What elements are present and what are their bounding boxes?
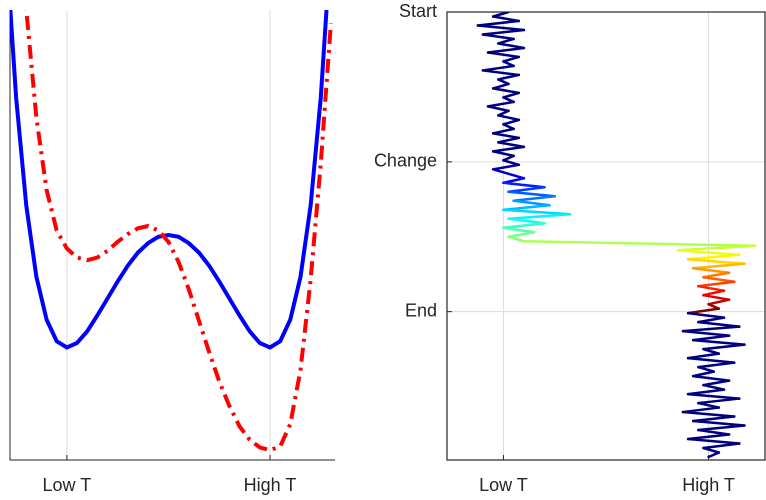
trajectory-segment [681,325,741,333]
trajectory-segment [491,132,521,140]
trajectory-segment [502,181,546,189]
trajectory-segment [502,208,572,216]
trajectory-segment [702,343,746,351]
trajectory-segment [502,204,551,212]
trajectory-segment [486,46,526,54]
trajectory-segment [481,64,515,72]
trajectory-segment [691,374,731,382]
x-tick-label: High T [682,475,735,495]
trajectory-segment [507,172,526,180]
trajectory-segment [491,150,515,158]
trajectory-segment [502,91,521,99]
trajectory-segment [691,338,746,346]
curve [24,10,333,453]
curve [10,10,329,350]
y-tick-label: End [405,300,437,320]
trajectory-segment [686,433,731,441]
trajectory-segment [502,55,521,63]
trajectory-segment [507,186,546,194]
trajectory-segment [702,289,726,297]
trajectory-segment [502,118,521,126]
trajectory-segment [686,356,736,364]
trajectory-segment [512,195,556,203]
trajectory-segment [686,253,741,261]
trajectory-segment [702,442,741,450]
trajectory-segment [512,199,551,207]
trajectory-segment [497,114,521,122]
trajectory-segment [486,100,515,108]
trajectory-segment [702,293,731,301]
x-tick-label: High T [244,475,297,495]
trajectory-segment [497,141,526,149]
axes-box [446,11,766,461]
trajectory-segment [686,307,721,315]
trajectory-segment [686,257,746,265]
trajectory-segment [491,163,521,171]
trajectory-segment [702,446,721,454]
trajectory-segment [702,379,731,387]
y-tick-label: Change [374,151,437,171]
trajectory-segment [481,69,521,77]
trajectory-segment [686,311,726,319]
y-tick-label: Start [399,1,437,21]
trajectory-segment [476,24,526,32]
trajectory-segment [681,410,736,418]
x-tick-label: Low T [43,475,92,495]
trajectory-segment [686,437,741,445]
trajectory-segment [691,419,746,427]
trajectory-segment [691,415,736,423]
plot-area [10,10,333,453]
trajectory-segment [697,428,731,436]
trajectory-segment [481,33,515,41]
trajectory-segment [486,51,521,59]
axis-line [9,10,335,461]
trajectory-segment [697,365,715,373]
trajectory-segment [702,275,736,283]
left-panel: Low T High T [9,10,335,495]
trajectory-segment [486,105,510,113]
trajectory-segment [491,168,510,176]
trajectory-segment [507,190,556,198]
trajectory-segment [497,73,521,81]
trajectory-segment [507,231,536,238]
trajectory-segment [691,262,746,270]
trajectory-segment [476,19,521,27]
trajectory-segment [691,266,731,274]
trajectory-segment [507,235,526,243]
trajectory-segment [697,284,726,292]
trajectory-segment [507,213,572,221]
trajectory-segment [707,451,721,459]
trajectory-segment [691,334,731,342]
trajectory-segment [481,28,526,36]
trajectory-segment [681,329,731,337]
trajectory-segment [676,244,756,252]
trajectory-segment [491,127,515,135]
trajectory-segment [491,145,526,153]
trajectory-segment [707,298,731,306]
trajectory-segment [522,239,756,247]
trajectory-segment [491,87,521,95]
trajectory-segment [697,424,746,432]
trajectory-segment [502,226,536,234]
x-tick-label: Low T [479,475,528,495]
trajectory-segment [697,320,741,328]
trajectory-segment [497,136,521,144]
trajectory-segment [497,42,526,50]
trajectory-segment [502,222,546,230]
trajectory-segment [697,280,736,288]
trajectory-segment [702,271,731,279]
right-panel: Low T High T Start Change End [374,1,766,495]
trajectory-segment [681,406,721,414]
trajectory-segment [686,388,726,396]
trajectory-segment [686,392,741,400]
trajectory-segment [697,361,736,369]
trajectory-segment [507,217,546,225]
trajectory-segment [676,248,741,256]
plot-area [476,12,756,459]
trajectory-segment [697,397,741,405]
